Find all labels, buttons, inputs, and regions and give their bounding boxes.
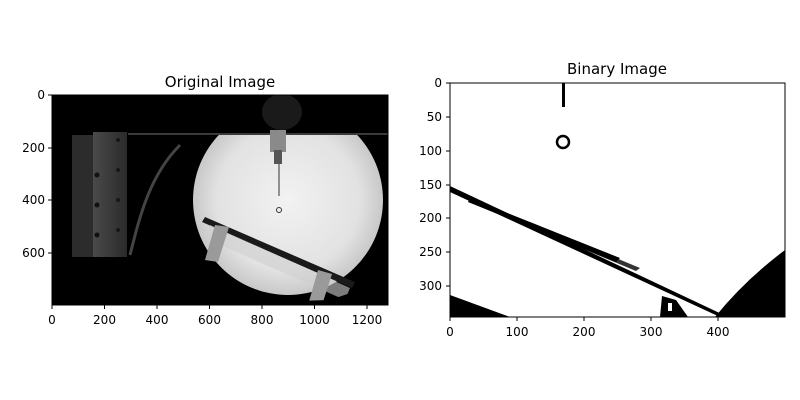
y-tick-label: 200 bbox=[419, 211, 442, 225]
original-image-x-axis: 0 200 400 600 800 1000 1200 bbox=[48, 305, 382, 327]
x-tick-label: 300 bbox=[640, 325, 663, 339]
y-tick-label: 300 bbox=[419, 279, 442, 293]
x-tick-label: 200 bbox=[573, 325, 596, 339]
y-tick-label: 400 bbox=[22, 193, 45, 207]
binary-image-title: Binary Image bbox=[567, 60, 667, 78]
y-tick-label: 150 bbox=[419, 178, 442, 192]
binary-image-frame bbox=[449, 82, 786, 318]
x-tick-label: 1000 bbox=[299, 313, 330, 327]
x-tick-label: 200 bbox=[93, 313, 116, 327]
y-tick-label: 50 bbox=[427, 110, 442, 124]
original-image-title: Original Image bbox=[165, 73, 275, 91]
x-tick-label: 0 bbox=[48, 313, 56, 327]
binary-image-y-axis: 0 50 100 150 200 250 300 bbox=[419, 76, 450, 293]
y-tick-label: 0 bbox=[434, 76, 442, 90]
y-tick-label: 100 bbox=[419, 144, 442, 158]
y-tick-label: 0 bbox=[37, 88, 45, 102]
y-tick-label: 200 bbox=[22, 141, 45, 155]
x-tick-label: 100 bbox=[506, 325, 529, 339]
original-image-y-axis: 0 200 400 600 bbox=[22, 88, 52, 260]
x-tick-label: 0 bbox=[446, 325, 454, 339]
y-tick-label: 250 bbox=[419, 245, 442, 259]
y-tick-label: 600 bbox=[22, 246, 45, 260]
x-tick-label: 800 bbox=[251, 313, 274, 327]
x-tick-label: 600 bbox=[198, 313, 221, 327]
x-tick-label: 400 bbox=[146, 313, 169, 327]
original-image-photo bbox=[52, 95, 388, 305]
x-tick-label: 1200 bbox=[352, 313, 383, 327]
binary-image-x-axis: 0 100 200 300 400 bbox=[446, 317, 729, 339]
binary-image-photo bbox=[450, 83, 785, 317]
x-tick-label: 400 bbox=[707, 325, 730, 339]
